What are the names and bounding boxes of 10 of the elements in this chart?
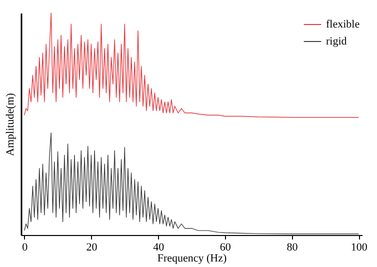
x-tick-label: 60 [220,242,232,254]
x-tick-label: 40 [153,242,165,254]
legend-label: rigid [326,36,348,48]
y-axis-title: Amplitude(m) [4,92,16,156]
x-tick-label: 20 [86,242,98,254]
legend-label: flexible [326,18,360,30]
x-tick-label: 0 [22,242,28,254]
x-tick-label: 80 [286,242,298,254]
x-axis-title: Frequency (Hz) [157,252,227,264]
x-tick-label: 100 [350,242,368,254]
